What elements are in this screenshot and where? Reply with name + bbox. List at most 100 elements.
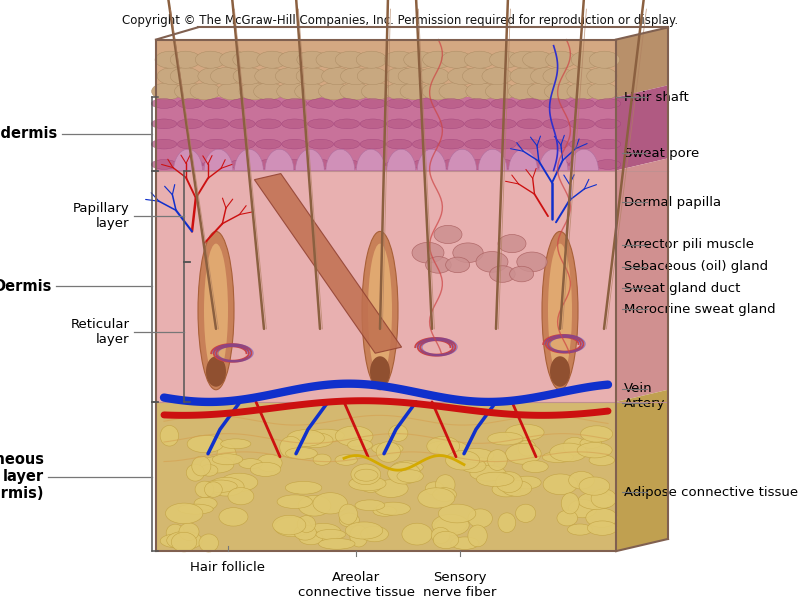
Ellipse shape (157, 68, 187, 85)
Ellipse shape (294, 525, 316, 540)
Ellipse shape (386, 139, 412, 149)
Polygon shape (265, 149, 294, 171)
Ellipse shape (230, 160, 255, 169)
Ellipse shape (286, 448, 318, 459)
Ellipse shape (221, 439, 251, 449)
Ellipse shape (569, 139, 594, 149)
Polygon shape (616, 85, 668, 171)
Text: Epidermis: Epidermis (0, 127, 58, 141)
Ellipse shape (286, 481, 322, 494)
Ellipse shape (587, 521, 618, 535)
Ellipse shape (453, 243, 483, 262)
Text: Artery: Artery (624, 396, 666, 410)
Ellipse shape (470, 465, 506, 481)
Ellipse shape (522, 51, 553, 68)
Ellipse shape (398, 68, 429, 85)
Ellipse shape (412, 119, 438, 128)
Bar (156, 171, 616, 402)
Text: Hair shaft: Hair shaft (624, 91, 689, 104)
Ellipse shape (386, 160, 412, 169)
Ellipse shape (174, 83, 205, 100)
Ellipse shape (151, 119, 177, 128)
Ellipse shape (294, 83, 325, 100)
Ellipse shape (465, 160, 490, 169)
Ellipse shape (496, 472, 522, 493)
Ellipse shape (510, 266, 534, 282)
Ellipse shape (579, 477, 610, 495)
Ellipse shape (400, 83, 430, 100)
Ellipse shape (313, 454, 331, 465)
Ellipse shape (517, 99, 542, 108)
Ellipse shape (517, 139, 542, 149)
Ellipse shape (490, 119, 516, 128)
Ellipse shape (273, 515, 306, 535)
Ellipse shape (527, 83, 558, 100)
Polygon shape (326, 149, 354, 171)
Text: Hair follicle: Hair follicle (190, 561, 266, 574)
Ellipse shape (208, 477, 244, 496)
Ellipse shape (199, 534, 218, 552)
Text: Adipose connective tissue: Adipose connective tissue (624, 485, 798, 499)
Ellipse shape (419, 68, 450, 85)
Ellipse shape (362, 83, 392, 100)
Ellipse shape (412, 160, 438, 169)
Ellipse shape (277, 495, 312, 509)
Ellipse shape (438, 504, 476, 523)
Ellipse shape (492, 482, 521, 497)
Ellipse shape (368, 244, 392, 378)
Ellipse shape (569, 160, 594, 169)
Ellipse shape (340, 83, 370, 100)
Ellipse shape (298, 516, 316, 532)
Text: Areolar
connective tissue: Areolar connective tissue (298, 571, 414, 599)
Ellipse shape (151, 83, 182, 100)
Ellipse shape (462, 68, 493, 85)
Ellipse shape (212, 454, 242, 465)
Ellipse shape (434, 531, 458, 549)
Ellipse shape (566, 68, 596, 85)
Ellipse shape (441, 51, 471, 68)
Ellipse shape (195, 481, 214, 498)
Text: Sensory
nerve fiber: Sensory nerve fiber (423, 571, 497, 599)
Ellipse shape (567, 83, 598, 100)
Ellipse shape (447, 68, 478, 85)
Ellipse shape (517, 160, 542, 169)
Ellipse shape (461, 459, 486, 473)
Ellipse shape (322, 68, 352, 85)
Ellipse shape (595, 99, 621, 108)
Ellipse shape (335, 426, 373, 446)
Ellipse shape (233, 51, 263, 68)
Ellipse shape (335, 454, 358, 465)
Ellipse shape (590, 51, 620, 68)
Ellipse shape (426, 256, 451, 273)
Ellipse shape (205, 482, 222, 498)
Text: Reticular
layer: Reticular layer (70, 318, 130, 346)
Ellipse shape (569, 99, 594, 108)
Ellipse shape (187, 435, 223, 452)
Ellipse shape (392, 461, 423, 473)
Text: Sweat gland duct: Sweat gland duct (624, 281, 740, 295)
Text: Dermal papilla: Dermal papilla (624, 195, 721, 209)
Ellipse shape (204, 480, 238, 493)
Ellipse shape (335, 51, 366, 68)
Ellipse shape (228, 488, 254, 505)
Polygon shape (356, 149, 385, 171)
Ellipse shape (256, 160, 282, 169)
Ellipse shape (160, 426, 178, 446)
Polygon shape (295, 149, 324, 171)
Ellipse shape (186, 464, 205, 481)
Ellipse shape (277, 83, 307, 100)
Ellipse shape (334, 99, 360, 108)
Text: Subcutaneous
layer
(hypodermis): Subcutaneous layer (hypodermis) (0, 452, 44, 501)
Ellipse shape (346, 522, 382, 539)
Ellipse shape (217, 444, 236, 465)
Ellipse shape (239, 459, 262, 469)
Ellipse shape (178, 99, 203, 108)
Ellipse shape (360, 139, 386, 149)
Ellipse shape (282, 119, 307, 128)
Ellipse shape (543, 139, 569, 149)
Polygon shape (616, 27, 668, 97)
Ellipse shape (221, 473, 258, 491)
Ellipse shape (282, 139, 307, 149)
Ellipse shape (446, 257, 470, 273)
Polygon shape (616, 390, 668, 551)
